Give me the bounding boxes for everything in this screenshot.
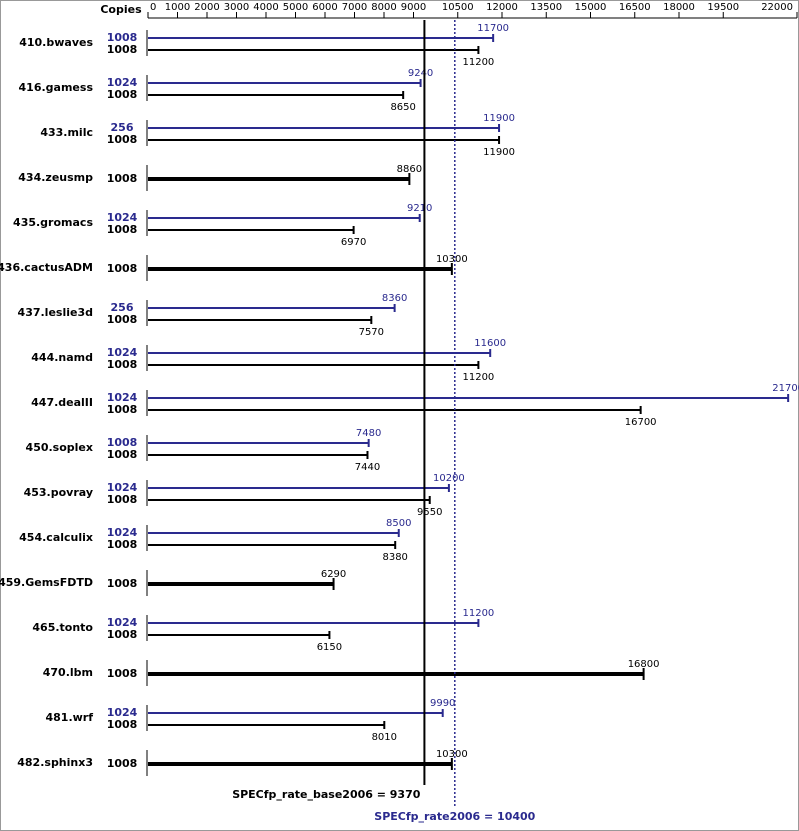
x-tick-label: 18000 (663, 2, 695, 13)
x-tick-label: 7000 (342, 2, 367, 13)
copies-label: 1008 (107, 493, 138, 506)
value-label: 6290 (321, 569, 346, 580)
benchmark-label: 410.bwaves (19, 36, 93, 49)
benchmark-label: 470.lbm (43, 666, 93, 679)
value-label: 11900 (483, 113, 515, 124)
copies-label: 1008 (107, 718, 138, 731)
benchmark-label: 481.wrf (45, 711, 93, 724)
copies-label: 1008 (107, 577, 138, 590)
value-label: 9550 (417, 507, 442, 518)
benchmark-label: 459.GemsFDTD (0, 576, 93, 589)
benchmark-label: 416.gamess (19, 81, 94, 94)
value-label: 8380 (382, 552, 407, 563)
benchmark-label: 447.dealII (31, 396, 93, 409)
value-label: 16700 (625, 417, 657, 428)
copies-label: 1008 (107, 223, 138, 236)
benchmark-label: 465.tonto (32, 621, 93, 634)
copies-label: 1024 (107, 706, 138, 719)
value-label: 8650 (390, 102, 415, 113)
copies-label: 1008 (107, 448, 138, 461)
copies-label: 256 (111, 121, 134, 134)
x-tick-label: 12000 (486, 2, 518, 13)
value-label: 7570 (359, 327, 384, 338)
x-tick-label: 10500 (442, 2, 474, 13)
benchmark-label: 436.cactusADM (0, 261, 93, 274)
copies-label: 1024 (107, 526, 138, 539)
benchmark-label: 453.povray (24, 486, 93, 499)
benchmark-label: 437.leslie3d (18, 306, 93, 319)
value-label: 9210 (407, 203, 432, 214)
benchmark-label: 434.zeusmp (18, 171, 93, 184)
copies-label: 1024 (107, 391, 138, 404)
copies-label: 1008 (107, 358, 138, 371)
benchmark-label: 444.namd (31, 351, 93, 364)
copies-label: 1008 (107, 262, 138, 275)
value-label: 8010 (372, 732, 397, 743)
x-tick-label: 0 (150, 2, 156, 13)
copies-label: 1008 (107, 403, 138, 416)
base-summary-label: SPECfp_rate_base2006 = 9370 (232, 788, 421, 801)
copies-label: 1008 (107, 667, 138, 680)
value-label: 8860 (397, 164, 422, 175)
copies-label: 1008 (107, 88, 138, 101)
value-label: 6150 (317, 642, 342, 653)
x-tick-label: 5000 (283, 2, 308, 13)
benchmark-label: 482.sphinx3 (17, 756, 93, 769)
value-label: 10200 (433, 473, 465, 484)
value-label: 6970 (341, 237, 366, 248)
copies-label: 1008 (107, 436, 138, 449)
value-label: 8360 (382, 293, 407, 304)
value-label: 11200 (462, 608, 494, 619)
value-label: 10300 (436, 254, 468, 265)
copies-label: 1024 (107, 481, 138, 494)
copies-header: Copies (100, 3, 142, 16)
x-tick-label: 4000 (253, 2, 278, 13)
value-label: 11700 (477, 23, 509, 34)
value-label: 9990 (430, 698, 455, 709)
benchmark-label: 433.milc (40, 126, 93, 139)
value-label: 11900 (483, 147, 515, 158)
value-label: 11200 (462, 57, 494, 68)
value-label: 8500 (386, 518, 411, 529)
copies-label: 1008 (107, 628, 138, 641)
value-label: 16800 (628, 659, 660, 670)
value-label: 11200 (462, 372, 494, 383)
copies-label: 1008 (107, 172, 138, 185)
x-tick-label: 3000 (224, 2, 249, 13)
x-tick-label: 22000 (761, 2, 793, 13)
x-tick-label: 13500 (530, 2, 562, 13)
copies-label: 1024 (107, 346, 138, 359)
copies-label: 1008 (107, 757, 138, 770)
benchmark-label: 435.gromacs (13, 216, 93, 229)
value-label: 7440 (355, 462, 380, 473)
value-label: 11600 (474, 338, 506, 349)
copies-label: 1008 (107, 538, 138, 551)
copies-label: 1024 (107, 76, 138, 89)
copies-label: 1008 (107, 133, 138, 146)
x-tick-label: 15000 (575, 2, 607, 13)
x-tick-label: 16500 (619, 2, 651, 13)
copies-label: 1008 (107, 313, 138, 326)
copies-label: 1024 (107, 616, 138, 629)
value-label: 9240 (408, 68, 433, 79)
x-tick-label: 8000 (371, 2, 396, 13)
peak-summary-label: SPECfp_rate2006 = 10400 (374, 810, 535, 823)
value-label: 21700 (772, 383, 799, 394)
x-tick-label: 19500 (707, 2, 739, 13)
copies-label: 256 (111, 301, 134, 314)
copies-label: 1008 (107, 43, 138, 56)
value-label: 10300 (436, 749, 468, 760)
benchmark-label: 450.soplex (26, 441, 93, 454)
copies-label: 1008 (107, 31, 138, 44)
value-label: 7480 (356, 428, 381, 439)
benchmark-label: 454.calculix (19, 531, 93, 544)
x-tick-label: 9000 (401, 2, 426, 13)
x-tick-label: 1000 (165, 2, 190, 13)
x-tick-label: 2000 (194, 2, 219, 13)
copies-label: 1024 (107, 211, 138, 224)
x-tick-label: 6000 (312, 2, 337, 13)
